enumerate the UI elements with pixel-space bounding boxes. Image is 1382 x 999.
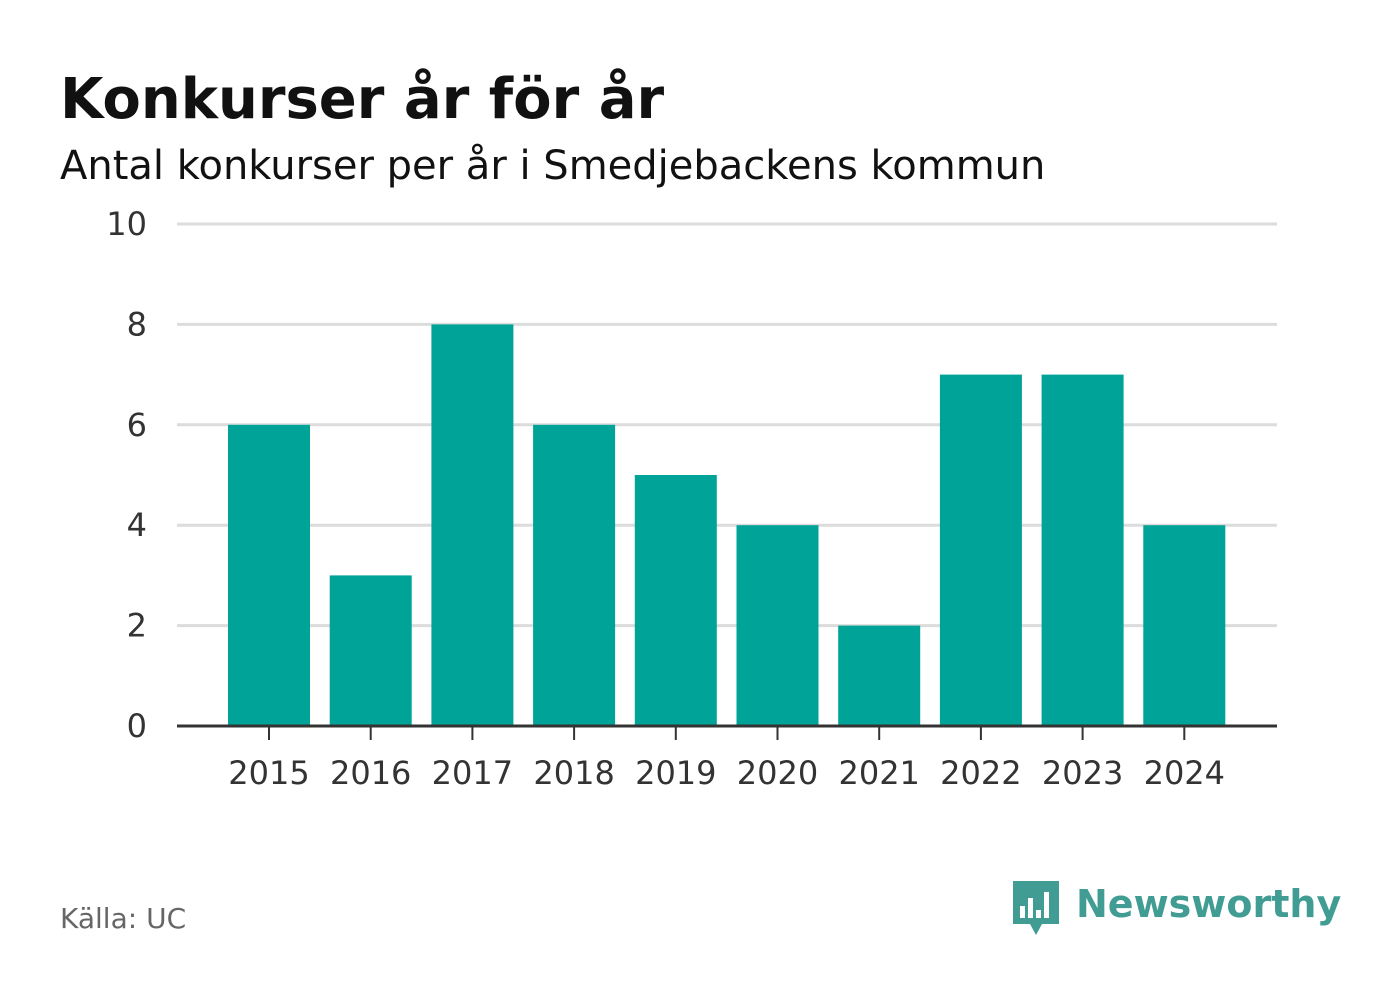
- y-tick-label: 6: [127, 406, 147, 444]
- brand-logo: Newsworthy: [1010, 878, 1341, 942]
- chart-subtitle: Antal konkurser per år i Smedjebackens k…: [60, 143, 1046, 189]
- bar-chart: 0 2 4 6 8 10 2015 2016 2017 2018 2019 2020 2021 2022…: [106, 205, 1277, 792]
- y-tick-label: 10: [106, 205, 147, 243]
- source-note: Källa: UC: [60, 902, 187, 935]
- y-tick-label: 8: [127, 305, 147, 343]
- x-tick-label: 2022: [940, 754, 1021, 792]
- bar: [431, 324, 514, 726]
- bar: [533, 424, 616, 726]
- x-tick-label: 2015: [228, 754, 309, 792]
- bar: [634, 475, 717, 726]
- bar: [838, 625, 921, 726]
- bar: [939, 374, 1022, 726]
- x-tick-label: 2019: [635, 754, 716, 792]
- bar: [736, 525, 819, 726]
- x-tick-label: 2024: [1144, 754, 1225, 792]
- y-tick-label: 2: [127, 607, 147, 645]
- brand-name: Newsworthy: [1076, 882, 1342, 926]
- bar: [1143, 525, 1226, 726]
- x-tick-label: 2017: [432, 754, 513, 792]
- chart-title: Konkurser år för år: [60, 67, 665, 132]
- x-tick-label: 2020: [737, 754, 818, 792]
- bars: [228, 324, 1226, 726]
- x-tick-label: 2021: [838, 754, 919, 792]
- x-tick-label: 2018: [533, 754, 614, 792]
- bar-chart-speech-bubble-icon: [1013, 881, 1059, 935]
- y-axis-tick-labels: 0 2 4 6 8 10: [106, 205, 147, 745]
- y-tick-label: 4: [127, 506, 147, 544]
- x-tick-label: 2023: [1042, 754, 1123, 792]
- bar: [1041, 374, 1124, 726]
- x-axis-tick-labels: 2015 2016 2017 2018 2019 2020 2021 2022 2023 2024: [228, 754, 1225, 792]
- x-tick-label: 2016: [330, 754, 411, 792]
- bar: [228, 424, 310, 726]
- bar: [329, 575, 412, 726]
- x-axis: [177, 724, 1277, 740]
- y-tick-label: 0: [127, 707, 147, 745]
